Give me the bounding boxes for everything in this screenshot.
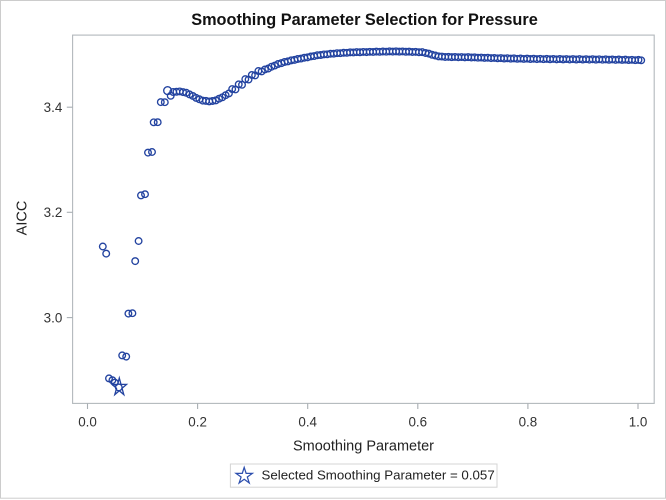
- svg-text:1.0: 1.0: [629, 414, 648, 429]
- svg-text:Selected Smoothing Parameter =: Selected Smoothing Parameter = 0.057: [262, 468, 495, 483]
- svg-text:0.2: 0.2: [188, 414, 207, 429]
- svg-text:Smoothing Parameter: Smoothing Parameter: [293, 439, 434, 455]
- svg-text:0.8: 0.8: [519, 414, 538, 429]
- svg-text:0.0: 0.0: [78, 414, 97, 429]
- svg-text:3.4: 3.4: [44, 100, 63, 115]
- svg-text:0.6: 0.6: [408, 414, 427, 429]
- svg-text:3.0: 3.0: [44, 310, 63, 325]
- svg-text:3.2: 3.2: [44, 205, 63, 220]
- svg-text:Smoothing Parameter Selection: Smoothing Parameter Selection for Pressu…: [191, 11, 538, 29]
- svg-text:AICC: AICC: [15, 201, 31, 236]
- svg-text:0.4: 0.4: [298, 414, 317, 429]
